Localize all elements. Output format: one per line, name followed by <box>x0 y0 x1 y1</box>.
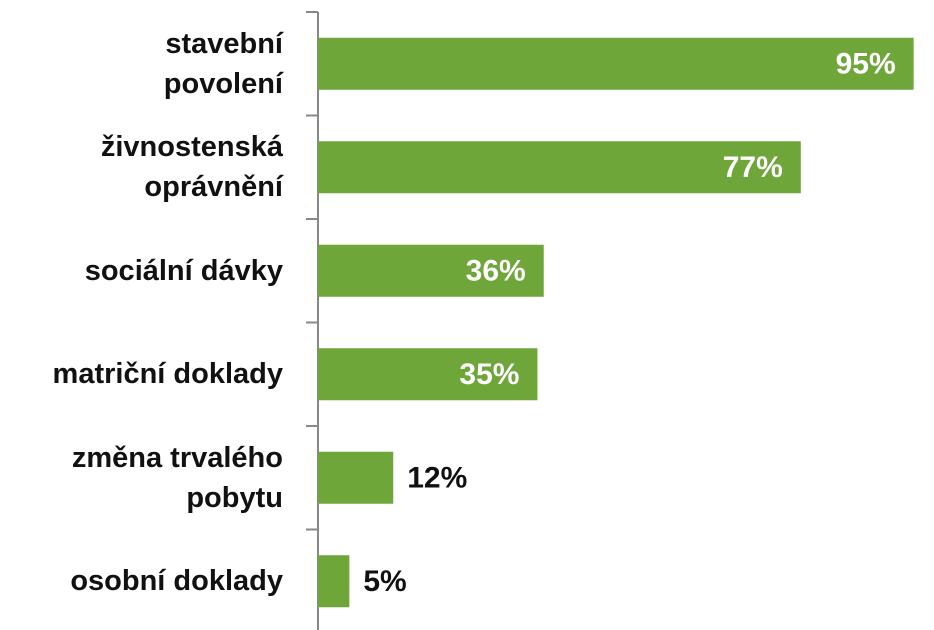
bar <box>318 141 801 194</box>
bar <box>318 348 538 401</box>
value-label: 35% <box>459 358 519 391</box>
bar <box>318 244 544 297</box>
value-label: 95% <box>836 48 896 81</box>
value-label: 77% <box>723 151 783 184</box>
category-label: živnostenská oprávnění <box>100 131 283 204</box>
category-label: matriční doklady <box>52 358 283 391</box>
bar <box>318 555 350 608</box>
category-label: sociální dávky <box>84 254 283 287</box>
category-label: stavební povolení <box>163 27 283 100</box>
bar <box>318 451 394 504</box>
value-label: 12% <box>407 462 467 495</box>
category-label: změna trvalého pobytu <box>71 441 283 514</box>
bar <box>318 37 914 90</box>
value-label: 36% <box>466 255 526 288</box>
value-label: 5% <box>363 565 406 598</box>
category-label: osobní doklady <box>70 565 283 598</box>
